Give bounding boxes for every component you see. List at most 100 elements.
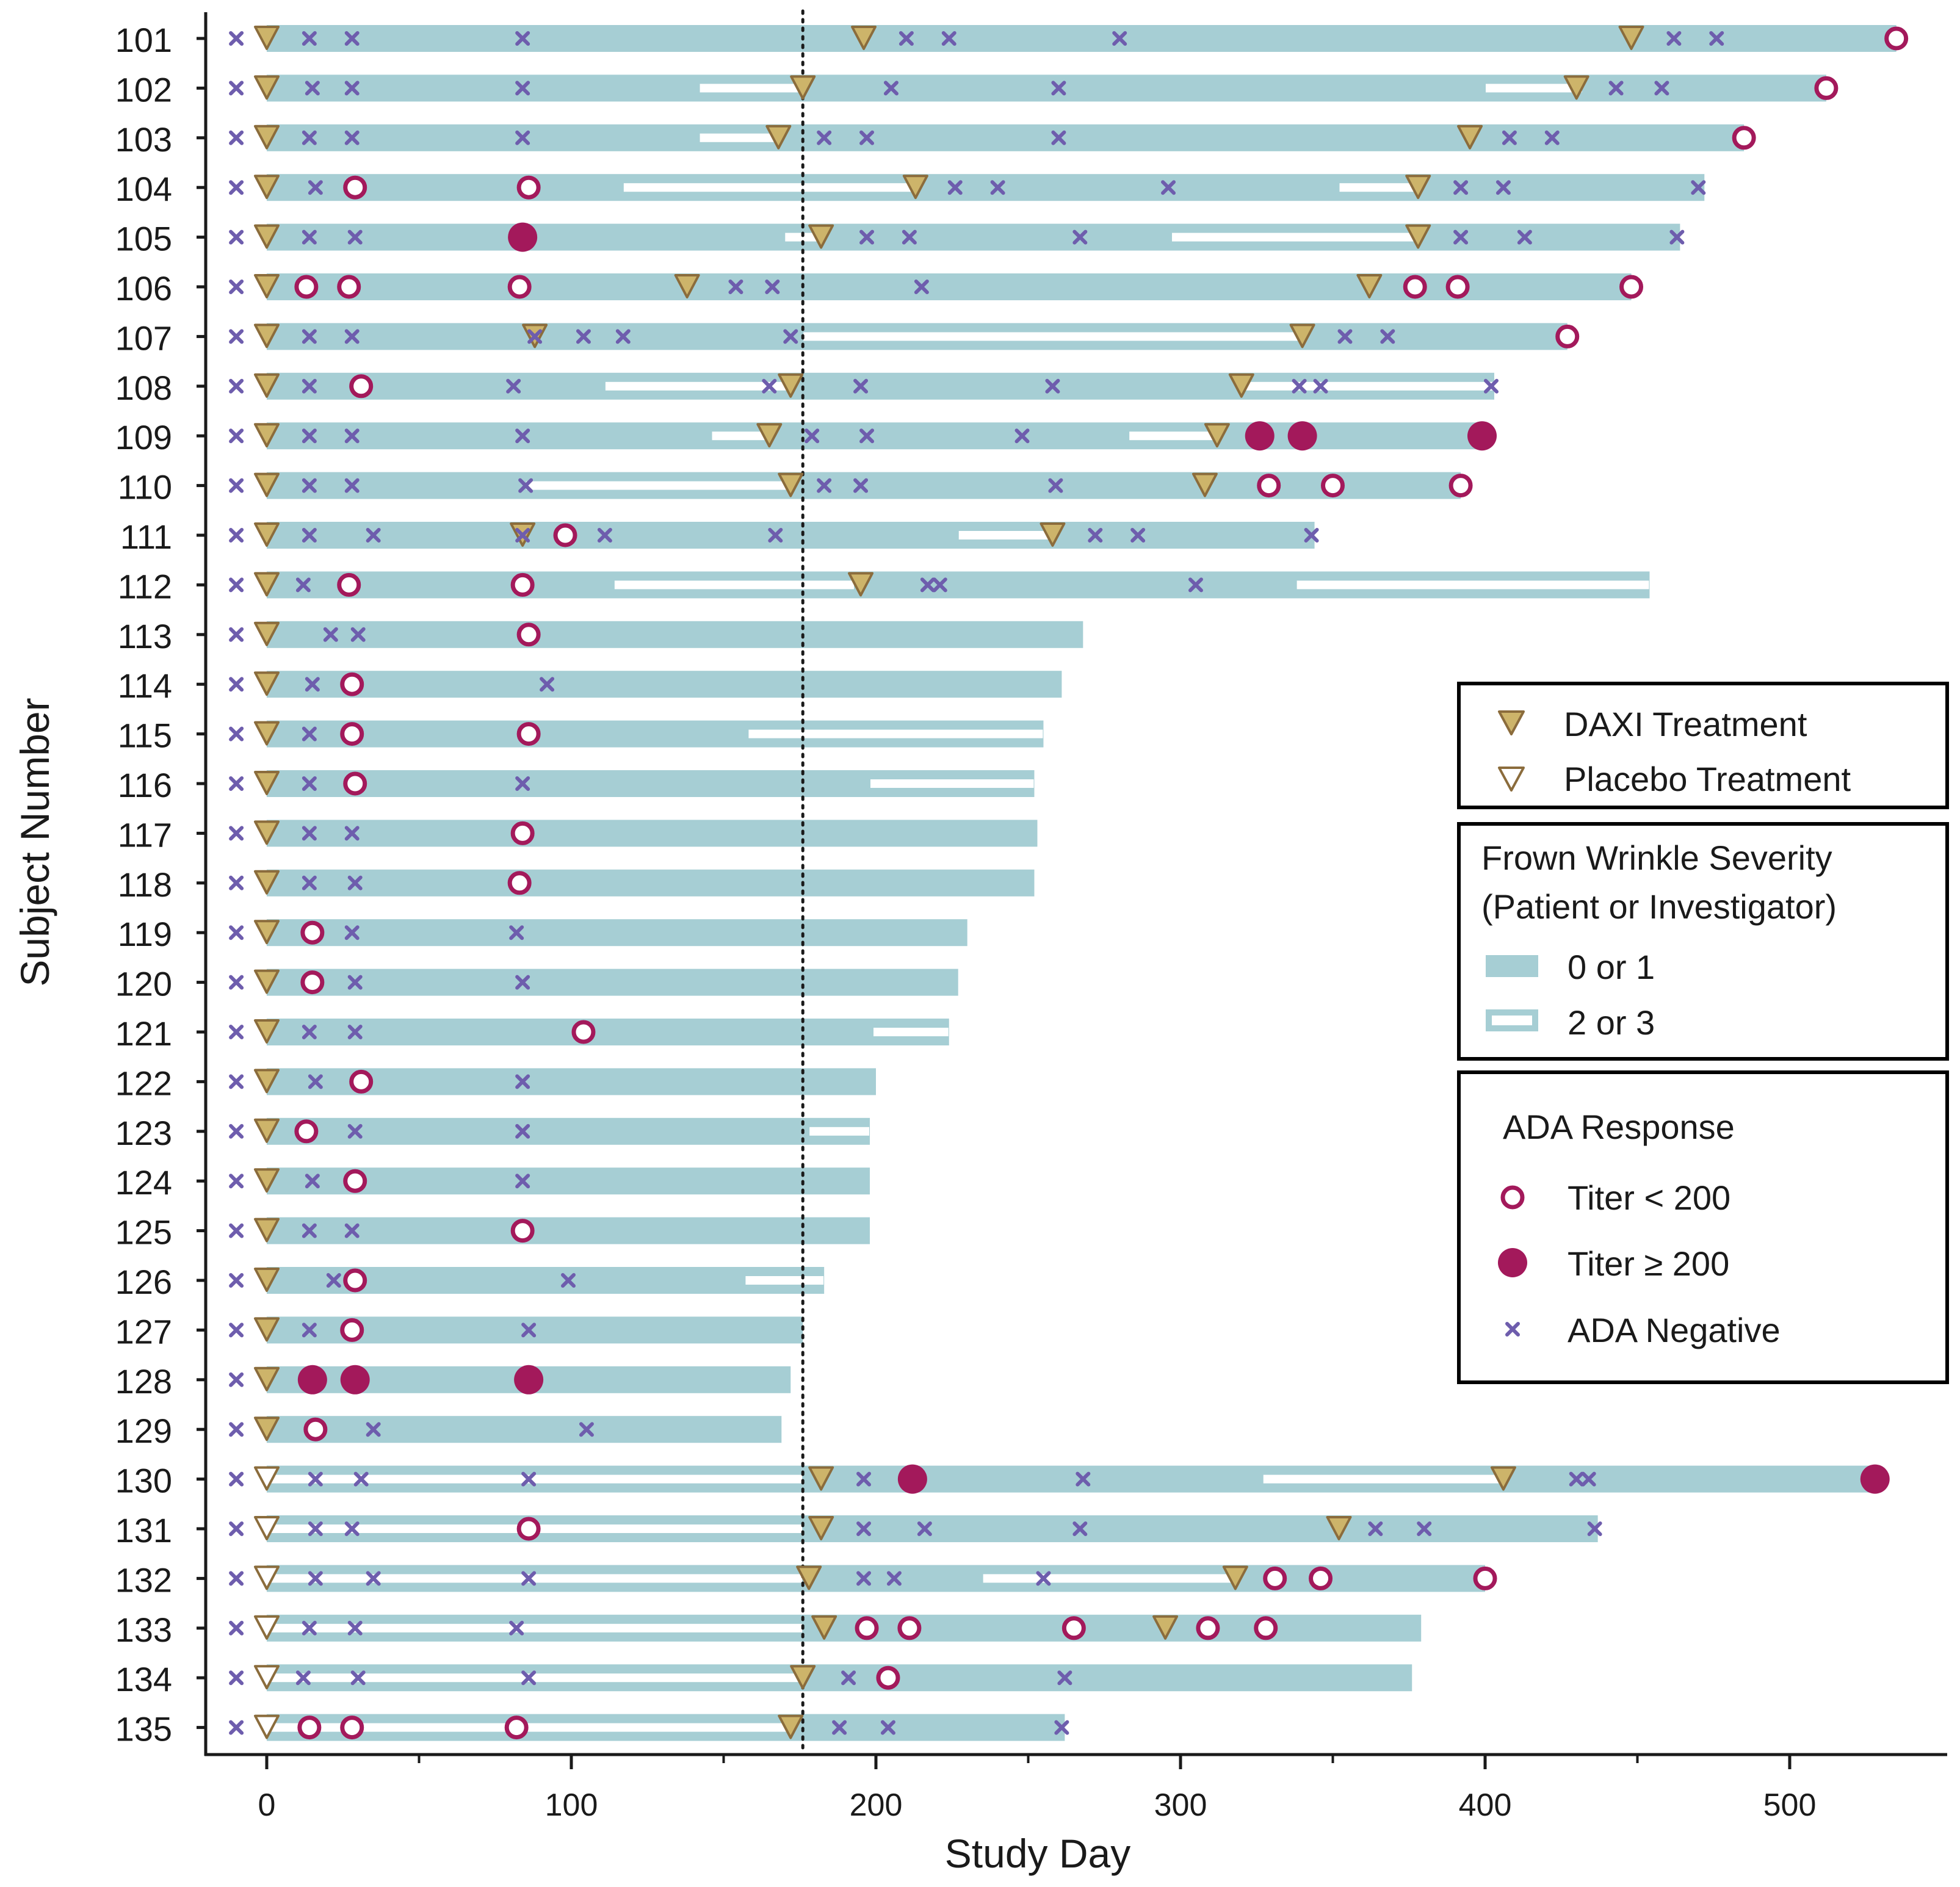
y-tick-label-119: 119	[118, 915, 172, 953]
ada-low-114-2	[340, 672, 364, 696]
ada-neg-135-5	[880, 1720, 895, 1735]
ada-neg-126-0	[229, 1273, 244, 1288]
ada-neg-107-6	[783, 329, 798, 344]
y-tick-label-123: 123	[115, 1114, 172, 1152]
y-axis-label: Subject Number	[12, 698, 57, 986]
daxi-treatment-113-0	[254, 621, 280, 646]
daxi-treatment-122-0	[254, 1069, 280, 1094]
legend-ada-negative-label: ADA Negative	[1568, 1311, 1781, 1349]
ada-neg-110-1	[302, 478, 317, 493]
ada-neg-107-5	[615, 329, 631, 344]
daxi-treatment-109-1	[756, 423, 783, 448]
ada-low-133-5	[897, 1616, 922, 1640]
bar-subject-129	[267, 1416, 782, 1443]
ada-neg-111-6	[768, 528, 783, 543]
ada-neg-132-3	[521, 1571, 537, 1586]
placebo-treatment-135-0	[254, 1714, 280, 1739]
y-tick-label-101: 101	[115, 21, 172, 59]
ada-neg-111-2	[366, 528, 381, 543]
daxi-treatment-117-0	[254, 820, 280, 845]
ada-neg-105-5	[902, 229, 917, 245]
ada-neg-120-2	[347, 975, 363, 990]
daxi-treatment-120-0	[254, 969, 280, 994]
ada-neg-123-3	[515, 1124, 530, 1139]
ada-neg-120-3	[515, 975, 530, 990]
ada-neg-115-0	[229, 726, 244, 741]
ada-neg-112-5	[932, 577, 947, 593]
ada-neg-131-0	[229, 1521, 244, 1536]
ada-neg-107-1	[302, 329, 317, 344]
severe-segment-105-0	[785, 233, 821, 242]
severe-segment-102-0	[700, 84, 803, 93]
ada-low-123-1	[294, 1119, 319, 1144]
y-tick-label-134: 134	[115, 1660, 172, 1698]
ada-neg-108-6	[1045, 378, 1060, 394]
daxi-treatment-123-0	[254, 1118, 280, 1143]
severe-segment-112-1	[1296, 580, 1649, 590]
ada-neg-101-6	[1112, 31, 1127, 46]
y-tick-label-120: 120	[115, 965, 172, 1003]
ada-neg-103-3	[515, 130, 530, 145]
ada-neg-105-4	[859, 229, 875, 245]
x-tick-label-300: 300	[1154, 1788, 1207, 1823]
ada-low-122-2	[349, 1069, 374, 1094]
ada-neg-108-5	[853, 378, 869, 394]
ada-neg-101-2	[344, 31, 360, 46]
daxi-treatment-131-1	[808, 1516, 834, 1540]
bar-subject-111	[267, 522, 1315, 549]
daxi-treatment-132-2	[1222, 1565, 1248, 1590]
ada-high-128-2	[340, 1365, 370, 1395]
ada-neg-122-3	[515, 1074, 530, 1089]
ada-neg-102-2	[344, 81, 360, 96]
ada-low-125-3	[510, 1219, 535, 1243]
ada-neg-113-0	[229, 627, 244, 642]
ada-neg-132-6	[1036, 1571, 1051, 1586]
bar-subject-123	[267, 1117, 870, 1145]
ada-neg-126-3	[561, 1273, 576, 1288]
ada-neg-111-3	[515, 528, 530, 543]
ada-neg-103-7	[1502, 130, 1517, 145]
daxi-treatment-110-2	[1192, 472, 1218, 497]
ada-neg-111-0	[229, 528, 244, 543]
ada-neg-117-2	[344, 826, 360, 841]
ada-neg-119-3	[509, 925, 524, 940]
ada-neg-102-4	[883, 81, 899, 96]
ada-neg-106-4	[728, 280, 743, 294]
daxi-treatment-130-2	[1490, 1466, 1516, 1491]
ada-neg-104-5	[990, 180, 1005, 195]
ada-low-135-1	[297, 1716, 322, 1740]
ada-neg-104-4	[947, 180, 963, 195]
ada-neg-130-8	[1581, 1471, 1596, 1487]
ada-neg-122-0	[229, 1074, 244, 1089]
ada-neg-105-2	[347, 229, 363, 245]
ada-low-132-8	[1309, 1566, 1333, 1590]
ada-low-106-9	[1619, 275, 1644, 299]
ada-low-127-2	[340, 1318, 364, 1342]
ada-neg-110-2	[344, 478, 360, 493]
bar-subject-102	[267, 74, 1826, 102]
y-tick-label-114: 114	[118, 666, 172, 705]
y-tick-label-113: 113	[118, 617, 172, 655]
ada-low-111-4	[553, 523, 577, 547]
ada-neg-125-1	[302, 1223, 317, 1238]
daxi-treatment-101-1	[851, 26, 877, 50]
severe-segment-102-1	[1486, 84, 1582, 93]
daxi-treatment-109-0	[254, 423, 280, 448]
y-tick-label-126: 126	[115, 1263, 172, 1301]
ada-neg-131-5	[917, 1521, 932, 1536]
y-tick-label-106: 106	[115, 269, 172, 308]
ada-neg-131-9	[1587, 1521, 1602, 1536]
ada-neg-112-1	[295, 577, 311, 593]
daxi-treatment-118-0	[254, 870, 280, 895]
ada-neg-132-0	[229, 1571, 244, 1586]
ada-neg-131-7	[1368, 1521, 1383, 1536]
ada-neg-113-1	[323, 627, 338, 642]
ada-neg-130-6	[1076, 1471, 1091, 1487]
daxi-treatment-131-2	[1326, 1516, 1352, 1540]
ada-neg-103-8	[1544, 130, 1560, 145]
ada-neg-101-4	[899, 31, 914, 46]
daxi-treatment-133-2	[1152, 1615, 1179, 1640]
y-tick-label-110: 110	[118, 468, 172, 507]
ticks-layer	[197, 37, 1792, 1769]
legend-ada: ADA Response Titer < 200 Titer ≥ 200 ADA…	[1457, 1070, 1949, 1384]
